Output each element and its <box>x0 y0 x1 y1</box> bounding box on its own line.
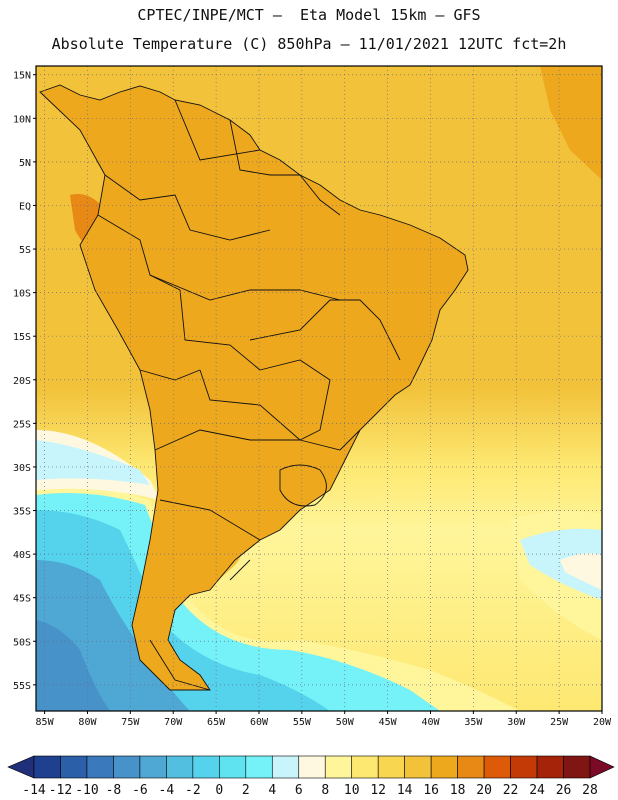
colorbar-over-arrow <box>589 755 615 779</box>
colorbar-label: 4 <box>268 783 276 798</box>
colorbar-swatch <box>33 755 61 779</box>
colorbar-swatch <box>324 755 353 779</box>
latitude-label: 20S <box>13 376 31 387</box>
colorbar-swatch <box>563 755 591 779</box>
colorbar-label: -6 <box>132 783 148 798</box>
colorbar-swatch <box>510 755 538 779</box>
longitude-labels: 85W 80W 75W 70W 65W 60W 55W 50W 45W 40W 35W 30W 25W 2… <box>36 711 612 728</box>
colorbar-label: -10 <box>75 783 98 798</box>
latitude-label: 45S <box>13 594 31 605</box>
latitude-label: 10N <box>13 114 31 125</box>
longitude-label: 70W <box>164 717 183 728</box>
colorbar-swatch <box>113 755 141 779</box>
colorbar-swatch <box>60 755 88 779</box>
longitude-label: 65W <box>207 717 226 728</box>
colorbar-swatch <box>298 755 326 779</box>
colorbar-label: 28 <box>582 783 598 798</box>
colorbar-label: 26 <box>556 783 572 798</box>
latitude-label: EQ <box>19 201 31 212</box>
colorbar-swatch <box>245 755 273 779</box>
latitude-label: 5N <box>19 158 31 169</box>
latitude-label: 15N <box>13 71 31 82</box>
latitude-label: 10S <box>13 289 31 300</box>
colorbar-swatch <box>271 755 300 779</box>
longitude-label: 45W <box>379 717 398 728</box>
colorbar-label: -4 <box>159 783 175 798</box>
longitude-label: 20W <box>593 717 612 728</box>
colorbar-label: 2 <box>242 783 250 798</box>
longitude-label: 30W <box>507 717 526 728</box>
colorbar-swatch <box>404 755 432 779</box>
colorbar-label: 6 <box>295 783 303 798</box>
colorbar-label: -8 <box>106 783 122 798</box>
colorbar-label: -14 <box>22 783 46 798</box>
colorbar-label: 14 <box>397 783 413 798</box>
country-borders <box>39 84 469 691</box>
longitude-label: 60W <box>250 717 269 728</box>
longitude-label: 55W <box>293 717 312 728</box>
latitude-label: 40S <box>13 550 31 561</box>
colorbar-label: 18 <box>450 783 466 798</box>
colorbar-swatch <box>430 755 458 779</box>
colorbar-label: 10 <box>344 783 360 798</box>
colorbar-label: 8 <box>321 783 329 798</box>
colorbar-label: 20 <box>476 783 492 798</box>
colorbar-swatch <box>86 755 114 779</box>
colorbar-swatch <box>219 755 247 779</box>
map-frame <box>35 65 603 712</box>
colorbar-label: 24 <box>529 783 545 798</box>
colorbar-label: 12 <box>370 783 386 798</box>
colorbar-label: 16 <box>423 783 439 798</box>
colorbar-swatch <box>483 755 511 779</box>
map-subtitle: Absolute Temperature (C) 850hPa – 11/01/… <box>51 35 567 53</box>
colorbar-label: -12 <box>49 783 72 798</box>
latitude-label: 30S <box>13 463 31 474</box>
latitude-label: 5S <box>19 245 31 256</box>
colorbar-swatch <box>377 755 405 779</box>
colorbar-swatch <box>351 755 379 779</box>
longitude-label: 75W <box>121 717 140 728</box>
colorbar-under-arrow <box>7 755 35 779</box>
colorbar-swatch <box>536 755 564 779</box>
colorbar-label: 0 <box>215 783 223 798</box>
longitude-label: 40W <box>421 717 440 728</box>
longitude-label: 50W <box>336 717 355 728</box>
colorbar-swatch <box>139 755 167 779</box>
longitude-label: 80W <box>78 717 97 728</box>
colorbar-swatch <box>457 755 485 779</box>
longitude-label: 85W <box>36 717 55 728</box>
longitude-label: 25W <box>550 717 569 728</box>
latitude-label: 15S <box>13 332 31 343</box>
latitude-label: 25S <box>13 419 31 430</box>
latitude-label: 50S <box>13 637 31 648</box>
map-title: CPTEC/INPE/MCT – Eta Model 15km – GFS <box>137 6 481 24</box>
colorbar-swatch <box>166 755 194 779</box>
latitude-label: 55S <box>13 681 31 692</box>
colorbar-label: 22 <box>503 783 519 798</box>
colorbar-swatch <box>192 755 220 779</box>
colorbar-label: -2 <box>185 783 201 798</box>
latitude-labels: 15N 10N 5N EQ 5S 10S 15S 20S 25S 30S 35S 40S 45S 50S 5… <box>13 71 36 692</box>
longitude-label: 35W <box>464 717 483 728</box>
latitude-label: 35S <box>13 507 31 518</box>
